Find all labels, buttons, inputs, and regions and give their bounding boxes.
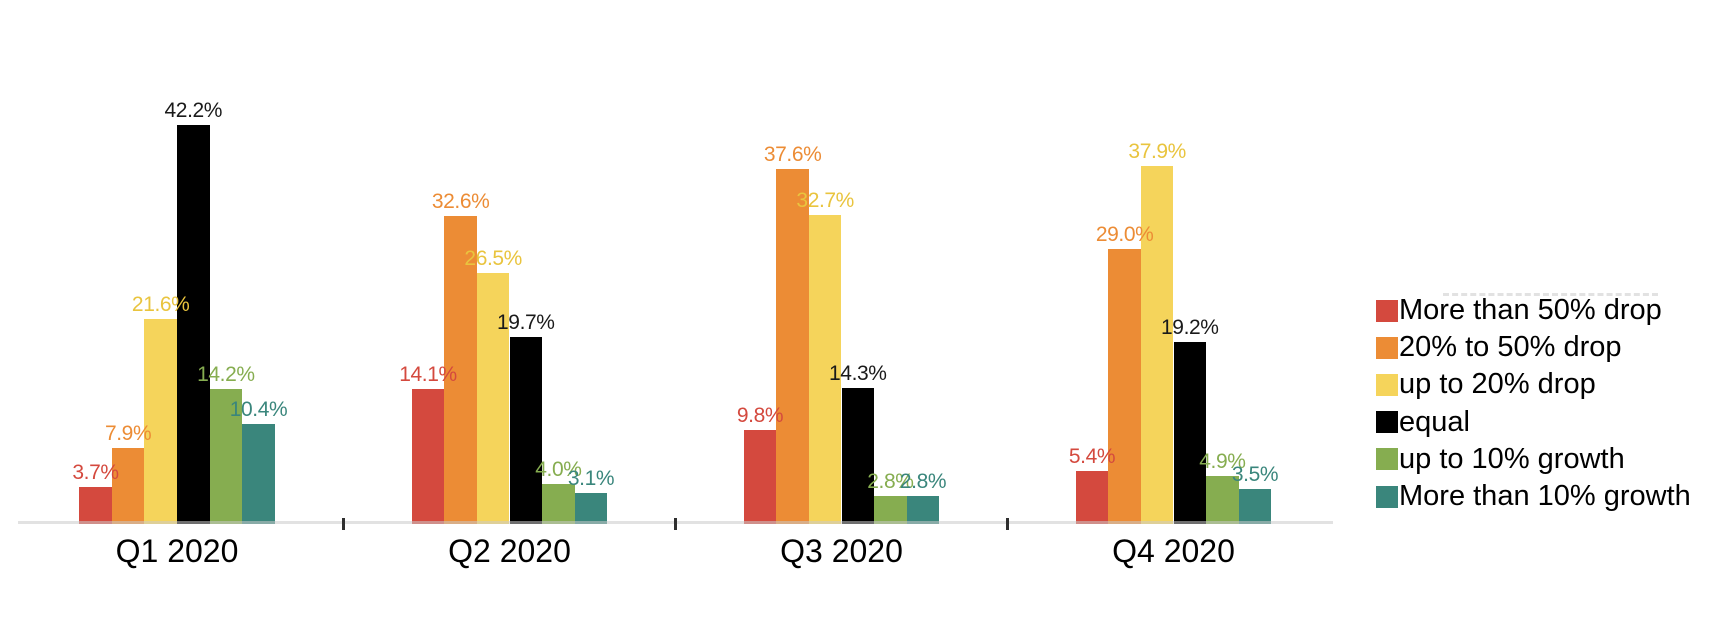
bar-value-label: 5.4%: [1068, 445, 1116, 469]
legend-item-label: up to 20% drop: [1399, 368, 1596, 401]
bar: [1206, 475, 1239, 524]
bar-value-label: 3.5%: [1231, 463, 1279, 487]
bar-value-label: 14.3%: [829, 361, 887, 385]
bar: [509, 336, 543, 524]
legend-swatch: [1376, 485, 1398, 508]
bar-value-label: 7.9%: [104, 421, 152, 445]
bar: [1238, 489, 1272, 524]
bar: [79, 487, 112, 524]
bar-value-label: 9.8%: [736, 403, 784, 427]
bar-value-label: 14.1%: [399, 363, 457, 387]
bar: [242, 424, 275, 524]
bar: [111, 447, 145, 524]
bar: [743, 429, 777, 524]
bar-value-label: 37.9%: [1128, 139, 1186, 163]
legend: More than 50% drop 20% to 50% drop up to 2…: [1376, 292, 1691, 515]
bar-value-label: 2.8%: [899, 469, 947, 493]
bar-value-label: 19.7%: [497, 310, 555, 334]
bar-value-label: 3.1%: [567, 466, 615, 490]
bar-value-label: 19.2%: [1161, 315, 1219, 339]
bar-value-label: 26.5%: [464, 246, 522, 270]
legend-swatch: [1376, 448, 1398, 471]
bar: [574, 492, 608, 524]
legend-item-label: 20% to 50% drop: [1399, 331, 1622, 364]
x-axis-category-label: Q2 2020: [448, 533, 571, 569]
bar: [874, 495, 907, 524]
x-axis-category-label: Q1 2020: [115, 533, 239, 569]
legend-item-label: equal: [1399, 405, 1470, 438]
axis-tick: [341, 518, 345, 530]
legend-item: equal: [1376, 404, 1691, 441]
bar-value-label: 4.0%: [535, 458, 582, 482]
bar: [476, 272, 510, 524]
bar: [1108, 249, 1141, 524]
bar-value-label: 2.8%: [867, 469, 914, 493]
x-axis-category-label: Q4 2020: [1112, 533, 1235, 569]
legend-item: 20% to 50% drop: [1376, 329, 1691, 366]
legend-swatch: [1376, 336, 1398, 359]
legend-item-label: up to 10% growth: [1399, 442, 1625, 475]
bar-value-label: 42.2%: [164, 99, 223, 123]
bar-value-label: 32.6%: [431, 189, 490, 213]
bar-value-label: 29.0%: [1095, 223, 1154, 247]
legend-item-label: More than 50% drop: [1399, 294, 1662, 327]
bar-value-label: 37.6%: [763, 142, 822, 166]
legend-swatch: [1376, 411, 1398, 434]
axis-tick: [674, 518, 677, 530]
bar: [1140, 165, 1174, 524]
legend-swatch: [1376, 299, 1398, 322]
bar-value-label: 3.7%: [72, 461, 119, 485]
legend-item: More than 50% drop: [1376, 292, 1691, 329]
bar: [841, 387, 875, 524]
legend-swatch: [1376, 373, 1398, 396]
legend-item: up to 20% drop: [1376, 366, 1691, 403]
bar: [177, 125, 210, 524]
legend-item: More than 10% growth: [1376, 478, 1691, 515]
bar-value-label: 10.4%: [229, 398, 288, 422]
bar: [144, 318, 177, 524]
bar: [1173, 341, 1207, 524]
x-axis-category-label: Q3 2020: [780, 533, 903, 569]
axis-tick: [1006, 518, 1009, 530]
bar: [906, 495, 940, 524]
bar: [808, 214, 842, 524]
bar-value-label: 32.7%: [796, 188, 854, 212]
bar: [411, 389, 445, 524]
bar: [776, 168, 809, 524]
bar-value-label: 14.2%: [197, 362, 255, 386]
bar: [542, 484, 575, 524]
bar-value-label: 4.9%: [1199, 449, 1246, 473]
bar: [1075, 471, 1109, 524]
bar-value-label: 21.6%: [131, 292, 190, 316]
bar: [209, 388, 243, 524]
ghost-artifact: [1443, 293, 1658, 296]
legend-item: up to 10% growth: [1376, 441, 1691, 478]
legend-item-label: More than 10% growth: [1399, 480, 1691, 513]
bar: [444, 215, 477, 524]
